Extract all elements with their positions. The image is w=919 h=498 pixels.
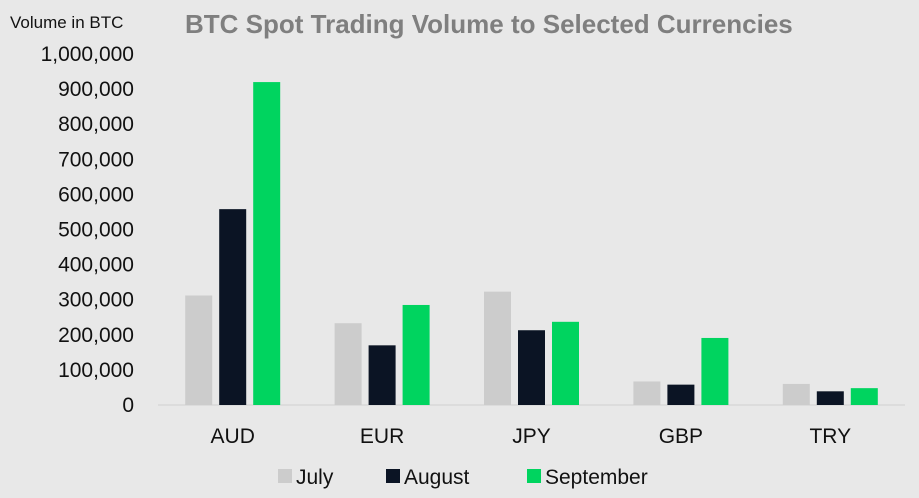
- bar-try-august: [816, 391, 844, 405]
- bar-jpy-september: [552, 321, 579, 405]
- bar-eur-july: [334, 323, 362, 405]
- bar-gbp-july: [633, 381, 661, 405]
- y-tick-label: 200,000: [58, 324, 134, 347]
- legend-swatch-august: [386, 469, 400, 483]
- bar-aud-august: [219, 209, 247, 405]
- x-tick-label-jpy: JPY: [512, 425, 551, 448]
- legend-label-july: July: [296, 466, 334, 489]
- bar-aud-september: [253, 82, 281, 405]
- bar-eur-september: [402, 304, 430, 405]
- y-tick-label: 700,000: [58, 148, 134, 171]
- y-tick-labels: 0 100,000 200,000 300,000 400,000 500,000 600,…: [41, 43, 134, 417]
- legend-label-september: September: [545, 466, 648, 489]
- x-tick-label-gbp: GBP: [659, 425, 703, 448]
- x-tick-label-try: TRY: [809, 425, 851, 448]
- y-tick-label: 500,000: [58, 219, 134, 242]
- y-tick-label: 300,000: [58, 289, 134, 312]
- y-tick-label: 100,000: [58, 359, 134, 382]
- chart-title: BTC Spot Trading Volume to Selected Curr…: [185, 9, 793, 39]
- legend-swatch-july: [278, 469, 292, 483]
- bar-gbp-august: [667, 384, 695, 405]
- bar-eur-august: [368, 345, 396, 405]
- bar-jpy-july: [484, 291, 511, 405]
- x-tick-labels: AUD EUR JPY GBP TRY: [211, 425, 852, 448]
- bar-try-july: [782, 383, 810, 405]
- y-tick-label: 600,000: [58, 183, 134, 206]
- bar-gbp-september: [701, 337, 729, 405]
- x-tick-label-aud: AUD: [211, 425, 255, 448]
- bar-jpy-august: [518, 330, 545, 405]
- x-tick-label-eur: EUR: [360, 425, 404, 448]
- bar-aud-july: [185, 295, 213, 405]
- y-tick-label: 400,000: [58, 254, 134, 277]
- legend-swatch-september: [527, 469, 541, 483]
- y-tick-label: 800,000: [58, 113, 134, 136]
- bar-try-september: [850, 388, 878, 405]
- legend-label-august: August: [404, 466, 470, 489]
- y-tick-label: 0: [122, 394, 134, 417]
- bars-group: [185, 82, 878, 405]
- y-axis-label: Volume in BTC: [10, 13, 123, 32]
- legend: July August September: [278, 466, 648, 489]
- y-tick-label: 900,000: [58, 78, 134, 101]
- y-tick-label: 1,000,000: [41, 43, 134, 66]
